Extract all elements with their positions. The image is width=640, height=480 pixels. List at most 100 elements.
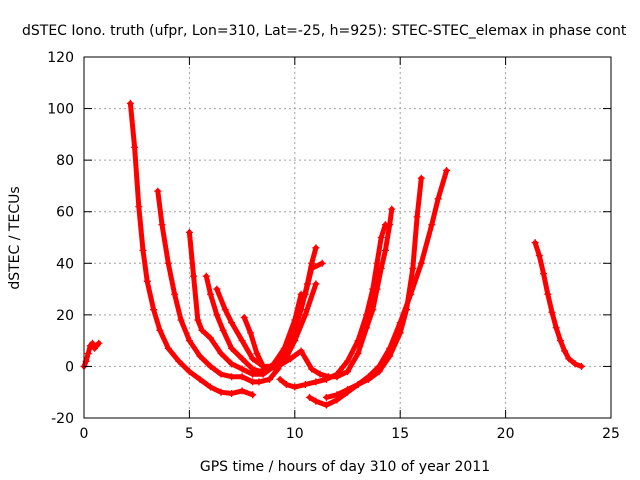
data-point [190,272,198,280]
y-tick-label: 80 [56,153,74,169]
data-point [434,195,442,203]
data-point [206,362,214,370]
data-point [158,221,166,229]
data-point [377,264,385,272]
series-10 [322,174,425,401]
data-point [322,375,330,383]
data-point [413,213,421,221]
data-point [240,313,248,321]
data-point [354,350,362,358]
data-point [249,365,257,373]
data-point [540,270,548,278]
y-tick-label: 60 [56,205,74,221]
data-point [217,370,225,378]
data-point [306,393,314,401]
y-tick-label: 20 [56,308,74,324]
data-point [206,334,214,342]
data-point [375,368,383,376]
data-point [247,329,255,337]
data-point [202,272,210,280]
data-point [362,311,370,319]
data-point [217,350,225,358]
data-point [417,259,425,267]
data-point [552,324,560,332]
data-point [386,352,394,360]
data-point [344,368,351,376]
data-point [312,397,320,405]
series-8 [276,221,389,391]
series-11 [531,239,585,370]
data-point [206,383,214,391]
data-point [322,393,330,401]
data-point [185,368,193,376]
y-tick-label: 120 [47,50,74,66]
data-point [544,290,552,298]
data-point [219,326,227,334]
data-point [228,344,236,352]
data-point [377,234,385,241]
data-point [291,383,299,391]
data-point [531,239,539,247]
data-point [409,264,417,272]
data-point [198,326,206,334]
data-point [194,316,202,324]
series-line [323,175,424,400]
y-tick-label: -20 [51,411,74,427]
data-point [228,390,236,398]
data-point [373,259,381,267]
data-point [131,143,139,151]
data-point [135,203,143,211]
data-point [196,352,204,360]
data-point [266,365,274,373]
data-point [266,375,274,383]
data-point [139,246,147,254]
data-point [221,306,229,314]
data-point [259,362,267,370]
y-tick-label: 100 [47,102,74,118]
data-point [257,368,265,376]
data-point [150,306,158,314]
data-point [249,355,257,363]
data-point [301,311,309,319]
data-point [322,401,330,409]
data-point [396,329,404,337]
series-1 [80,339,103,370]
y-tick-label: 40 [56,256,74,272]
data-point [287,355,295,363]
series-line [127,100,256,398]
data-point [354,380,362,388]
data-point [274,362,282,370]
plot-frame [83,56,612,419]
data-point [213,285,221,293]
data-point [253,350,261,358]
data-point [577,362,585,370]
data-point [206,290,214,298]
chart-title: dSTEC Iono. truth (ufpr, Lon=310, Lat=-2… [22,23,627,39]
data-point [238,355,246,363]
data-point [282,380,290,388]
x-tick-label: 10 [286,426,304,442]
data-point [316,370,324,378]
data-point [535,252,543,260]
data-point [185,337,193,345]
data-point [312,378,320,386]
y-axis-title: dSTEC / TECUs [7,186,23,289]
data-point [164,259,172,267]
data-point [276,375,284,383]
data-point [213,311,221,319]
data-point [84,350,92,358]
data-point [228,319,236,327]
data-point [308,365,316,373]
data-point [369,306,377,314]
data-point [297,290,305,298]
data-point [126,99,134,107]
data-point [333,391,341,399]
data-point [291,337,299,345]
data-point [238,373,246,381]
data-point [417,174,425,182]
ticks: 0 5 10 15 20 25 -20 0 20 40 60 80 100 120 [47,50,620,442]
data-point [238,337,246,345]
data-point [403,306,411,314]
data-point [318,259,326,267]
